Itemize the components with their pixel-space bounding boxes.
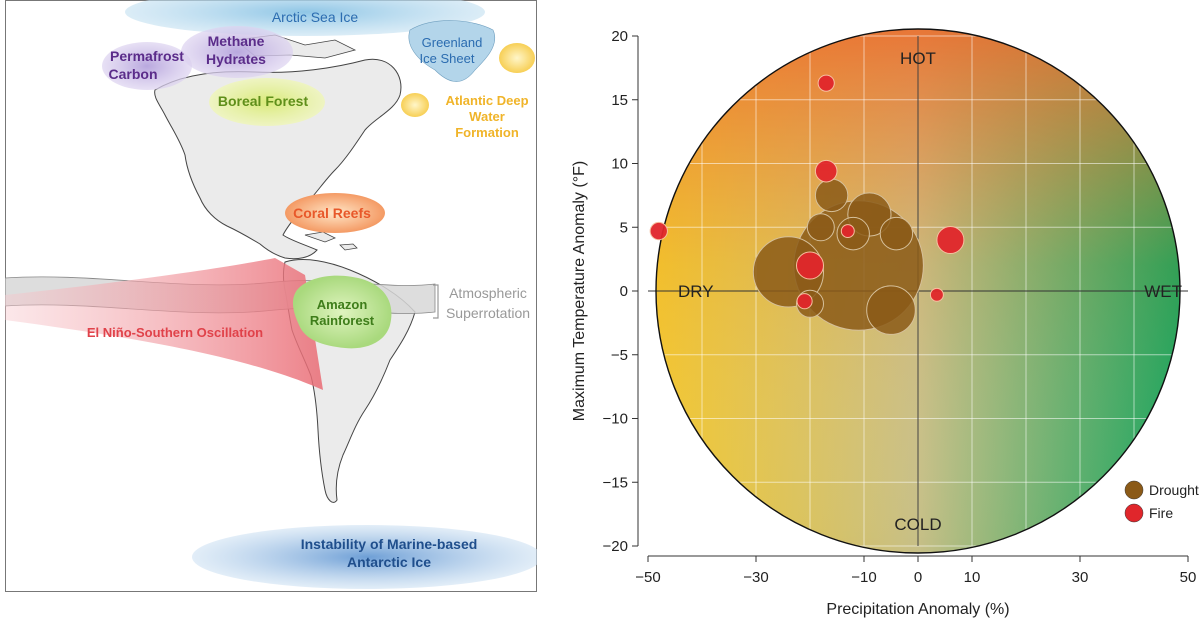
label-atmospheric-1: Atmospheric <box>449 285 527 301</box>
x-tick-label: −10 <box>851 569 876 586</box>
quadrant-label-cold: COLD <box>894 515 941 534</box>
label-atlantic-1: Atlantic Deep <box>445 93 528 108</box>
label-amazon-2: Rainforest <box>310 313 375 328</box>
chart-legend: Drought Fire <box>1124 480 1199 523</box>
drought-bubble <box>879 216 914 251</box>
label-arctic-sea-ice: Arctic Sea Ice <box>272 9 359 25</box>
x-tick-label: 0 <box>914 569 922 586</box>
label-enso: El Niño-Southern Oscillation <box>87 325 263 340</box>
label-greenland-1: Greenland <box>422 35 483 50</box>
drought-legend-swatch <box>1124 480 1144 500</box>
drought-bubble <box>814 178 849 213</box>
x-axis-label: Precipitation Anomaly (%) <box>826 601 1009 618</box>
y-axis-label: Maximum Temperature Anomaly (°F) <box>571 161 588 421</box>
coral-reefs-region <box>285 193 385 233</box>
label-methane-2: Hydrates <box>206 51 266 67</box>
fire-bubble <box>840 224 855 239</box>
map-svg: Arctic Sea Ice Greenland Ice Sheet Perma… <box>4 0 542 592</box>
x-tick-label: 30 <box>1072 569 1089 586</box>
label-methane-1: Methane <box>208 33 265 49</box>
y-tick-label: 5 <box>620 219 628 236</box>
drought-legend-label: Drought <box>1149 482 1199 498</box>
y-tick-label: 20 <box>611 28 628 45</box>
x-tick-label: −30 <box>743 569 768 586</box>
fire-bubble <box>817 74 835 92</box>
label-greenland-2: Ice Sheet <box>420 51 475 66</box>
label-atlantic-3: Formation <box>455 125 519 140</box>
boreal-forest-region <box>209 78 325 126</box>
fire-bubble <box>936 226 965 254</box>
x-tick-label: 10 <box>964 569 981 586</box>
axis-ticks <box>632 35 1189 562</box>
bubbles <box>649 74 965 335</box>
y-tick-label: −5 <box>611 347 628 364</box>
y-tick-label: 0 <box>620 283 628 300</box>
greenland-ice-sheet-region <box>408 20 495 82</box>
y-tick-label: −15 <box>603 474 628 491</box>
label-boreal-forest: Boreal Forest <box>218 93 309 109</box>
arctic-sea-ice-region <box>125 0 485 36</box>
label-permafrost-1: Permafrost <box>110 48 184 64</box>
y-tick-label: 10 <box>611 156 628 173</box>
superrotation-bracket <box>433 284 439 319</box>
drought-bubble <box>806 213 835 242</box>
methane-hydrates-region <box>181 26 293 78</box>
label-antarctic-2: Antarctic Ice <box>347 554 431 570</box>
fire-bubble <box>649 221 668 241</box>
permafrost-carbon-region <box>102 42 192 90</box>
fire-bubble <box>814 159 838 183</box>
fire-bubble <box>929 287 944 302</box>
label-coral-reefs: Coral Reefs <box>293 205 371 221</box>
amazon-rainforest-region <box>292 275 392 349</box>
atlantic-deep-water-blob-1 <box>499 43 535 73</box>
climate-anomaly-chart: −50 −30 −10 0 10 30 50 −20 −15 −10 −5 0 5 10 15 20 HOT … <box>560 0 1200 627</box>
fire-legend-swatch <box>1124 503 1144 523</box>
x-tick-label: 50 <box>1180 569 1197 586</box>
enso-region <box>5 258 323 390</box>
label-antarctic-1: Instability of Marine-based <box>301 536 478 552</box>
fire-bubble <box>796 251 824 280</box>
x-tick-label: −50 <box>635 569 660 586</box>
y-tick-label: −20 <box>603 538 628 555</box>
boundary-circle <box>655 28 1181 554</box>
label-atmospheric-2: Superrotation <box>446 305 530 321</box>
tipping-points-map: Arctic Sea Ice Greenland Ice Sheet Perma… <box>4 0 542 592</box>
label-permafrost-2: Carbon <box>109 66 158 82</box>
fire-bubble <box>796 293 813 310</box>
label-atlantic-2: Water <box>469 109 505 124</box>
quadrant-label-dry: DRY <box>678 282 714 301</box>
atlantic-deep-water-blob-2 <box>401 93 429 117</box>
y-tick-label: −10 <box>603 411 628 428</box>
antarctic-ice-region <box>192 525 542 589</box>
label-amazon-1: Amazon <box>317 297 368 312</box>
quadrant-label-wet: WET <box>1144 282 1182 301</box>
y-tick-label: 15 <box>611 92 628 109</box>
caribbean-islands <box>304 231 358 251</box>
fire-legend-label: Fire <box>1149 505 1173 521</box>
drought-bubble <box>866 285 916 335</box>
quadrant-label-hot: HOT <box>900 49 936 68</box>
